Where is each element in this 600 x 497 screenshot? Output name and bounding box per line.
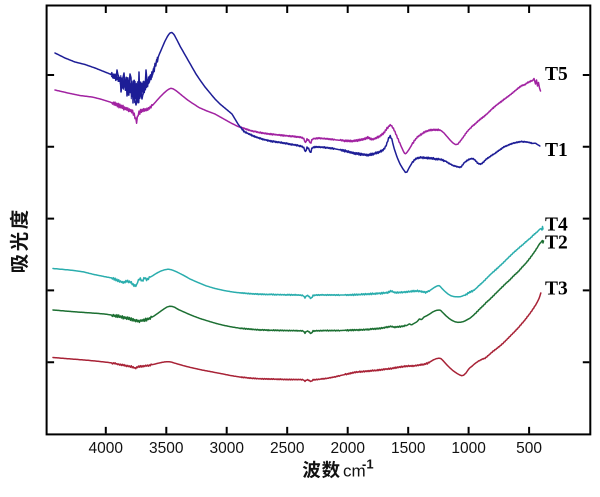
svg-text:500: 500: [516, 440, 542, 457]
svg-text:T5: T5: [545, 64, 568, 85]
svg-text:3500: 3500: [149, 440, 184, 457]
svg-text:cm: cm: [343, 462, 366, 481]
svg-text:T4: T4: [545, 214, 568, 235]
svg-text:T2: T2: [545, 232, 568, 253]
svg-text:T3: T3: [545, 278, 568, 299]
svg-text:2500: 2500: [270, 440, 305, 457]
svg-text:3000: 3000: [209, 440, 244, 457]
svg-text:T1: T1: [545, 140, 568, 161]
svg-text:-1: -1: [362, 457, 374, 472]
svg-text:1500: 1500: [391, 440, 426, 457]
svg-text:4000: 4000: [89, 440, 124, 457]
svg-text:1000: 1000: [451, 440, 486, 457]
svg-text:2000: 2000: [330, 440, 365, 457]
